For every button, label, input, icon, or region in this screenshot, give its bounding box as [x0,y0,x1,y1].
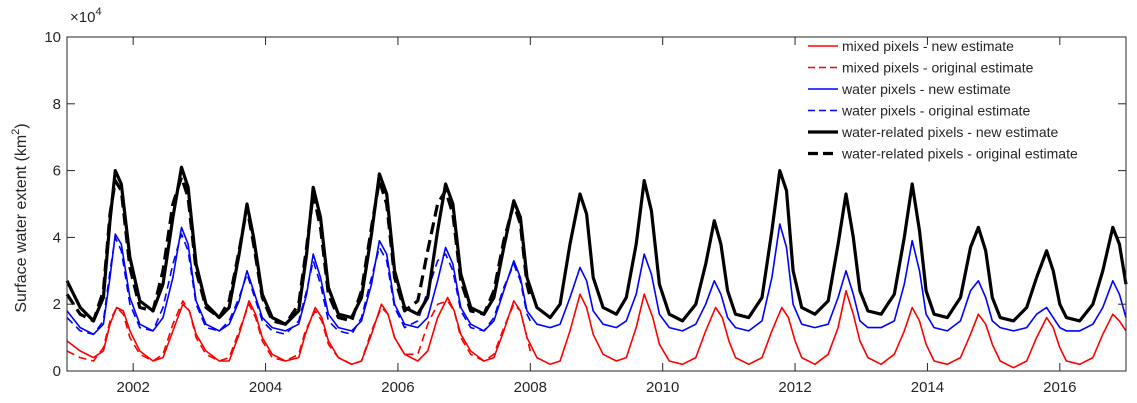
x-tick-label: 2016 [1043,379,1076,396]
x-tick-label: 2012 [778,379,811,396]
y-axis-exponent-base: ×10 [70,9,95,26]
y-tick-label: 0 [53,363,61,380]
y-tick-label: 2 [53,296,61,313]
legend: mixed pixels - new estimate mixed pixels … [808,38,1078,162]
x-tick-label: 2002 [117,379,150,396]
y-tick-label: 10 [44,29,61,46]
series-line-6 [65,175,532,326]
legend-label: water-related pixels - original estimate [841,146,1078,162]
series-line-4 [66,233,532,336]
legend-label: mixed pixels - original estimate [842,60,1034,76]
y-tick-label: 8 [53,96,61,113]
y-axis-label-superscript: 2 [10,129,22,135]
legend-label: water pixels - new estimate [841,81,1011,97]
x-tick-label: 2014 [911,379,944,396]
y-axis-label: Surface water extent (km2) [10,123,30,312]
legend-label: mixed pixels - new estimate [842,38,1014,54]
y-axis-exponent: ×104 [70,6,102,26]
axes-frame [66,36,1127,372]
y-axis-exponent-power: 4 [95,6,101,18]
axes-layer: 2002 2004 2006 2008 2010 2012 2014 2016 0 2 4 6 8 10 [44,29,1127,396]
y-tick-label: 4 [53,229,61,246]
x-tick-label: 2010 [646,379,679,396]
y-tick-label: 6 [53,163,61,180]
x-tick-label: 2008 [514,379,547,396]
y-axis-label-tail: ) [13,123,30,128]
series-layer [65,165,1128,369]
legend-label: water-related pixels - new estimate [841,124,1059,140]
legend-label: water pixels - original estimate [841,103,1031,119]
y-axis-label-main: Surface water extent (km [13,135,30,313]
x-tick-label: 2006 [381,379,414,396]
x-tick-label: 2004 [249,379,282,396]
series-line-2 [66,300,532,366]
